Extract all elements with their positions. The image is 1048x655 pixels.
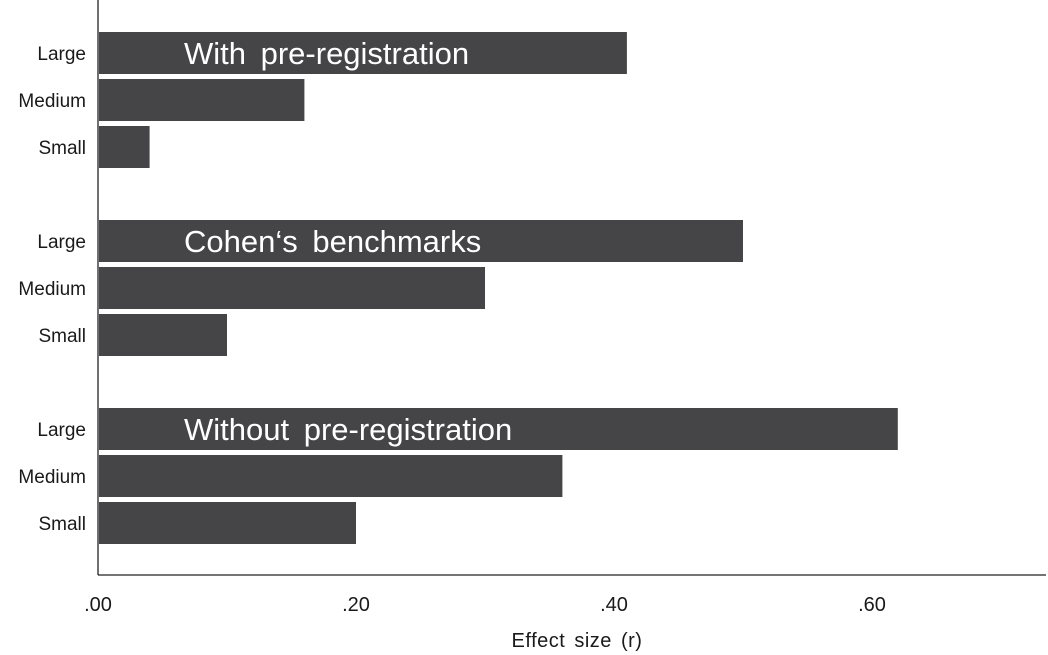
group-label: Cohen‘s benchmarks — [184, 224, 481, 259]
bars-layer — [99, 32, 898, 544]
category-label: Large — [37, 232, 86, 253]
bar-1-medium — [99, 267, 485, 309]
bar-1-large — [99, 220, 743, 262]
x-tick-label: .60 — [858, 594, 886, 616]
group-label: With pre-registration — [184, 36, 469, 71]
group-label: Without pre-registration — [184, 412, 512, 447]
category-labels-layer: Large Medium Small Large Medium Small Large Med… — [18, 44, 86, 535]
category-label: Large — [37, 44, 86, 65]
x-tick-labels: .00 .20 .40 .60 — [84, 594, 886, 616]
category-label: Large — [37, 420, 86, 441]
bar-1-small — [99, 314, 227, 356]
bar-0-small — [99, 126, 150, 168]
category-label: Medium — [18, 91, 86, 112]
x-tick-label: .20 — [342, 594, 370, 616]
category-label: Small — [38, 514, 86, 535]
x-tick-label: .40 — [600, 594, 628, 616]
bar-0-medium — [99, 79, 305, 121]
x-axis-title: Effect size (r) — [512, 630, 643, 652]
bar-0-large — [99, 32, 627, 74]
x-tick-label: .00 — [84, 594, 112, 616]
category-label: Small — [38, 326, 86, 347]
category-label: Medium — [18, 467, 86, 488]
category-label: Medium — [18, 279, 86, 300]
bar-2-medium — [99, 455, 563, 497]
category-label: Small — [38, 138, 86, 159]
group-labels-layer: With pre-registration Cohen‘s benchmarks W… — [184, 36, 512, 447]
axis-layer — [97, 0, 1046, 576]
bar-2-small — [99, 502, 356, 544]
bar-2-large — [99, 408, 898, 450]
